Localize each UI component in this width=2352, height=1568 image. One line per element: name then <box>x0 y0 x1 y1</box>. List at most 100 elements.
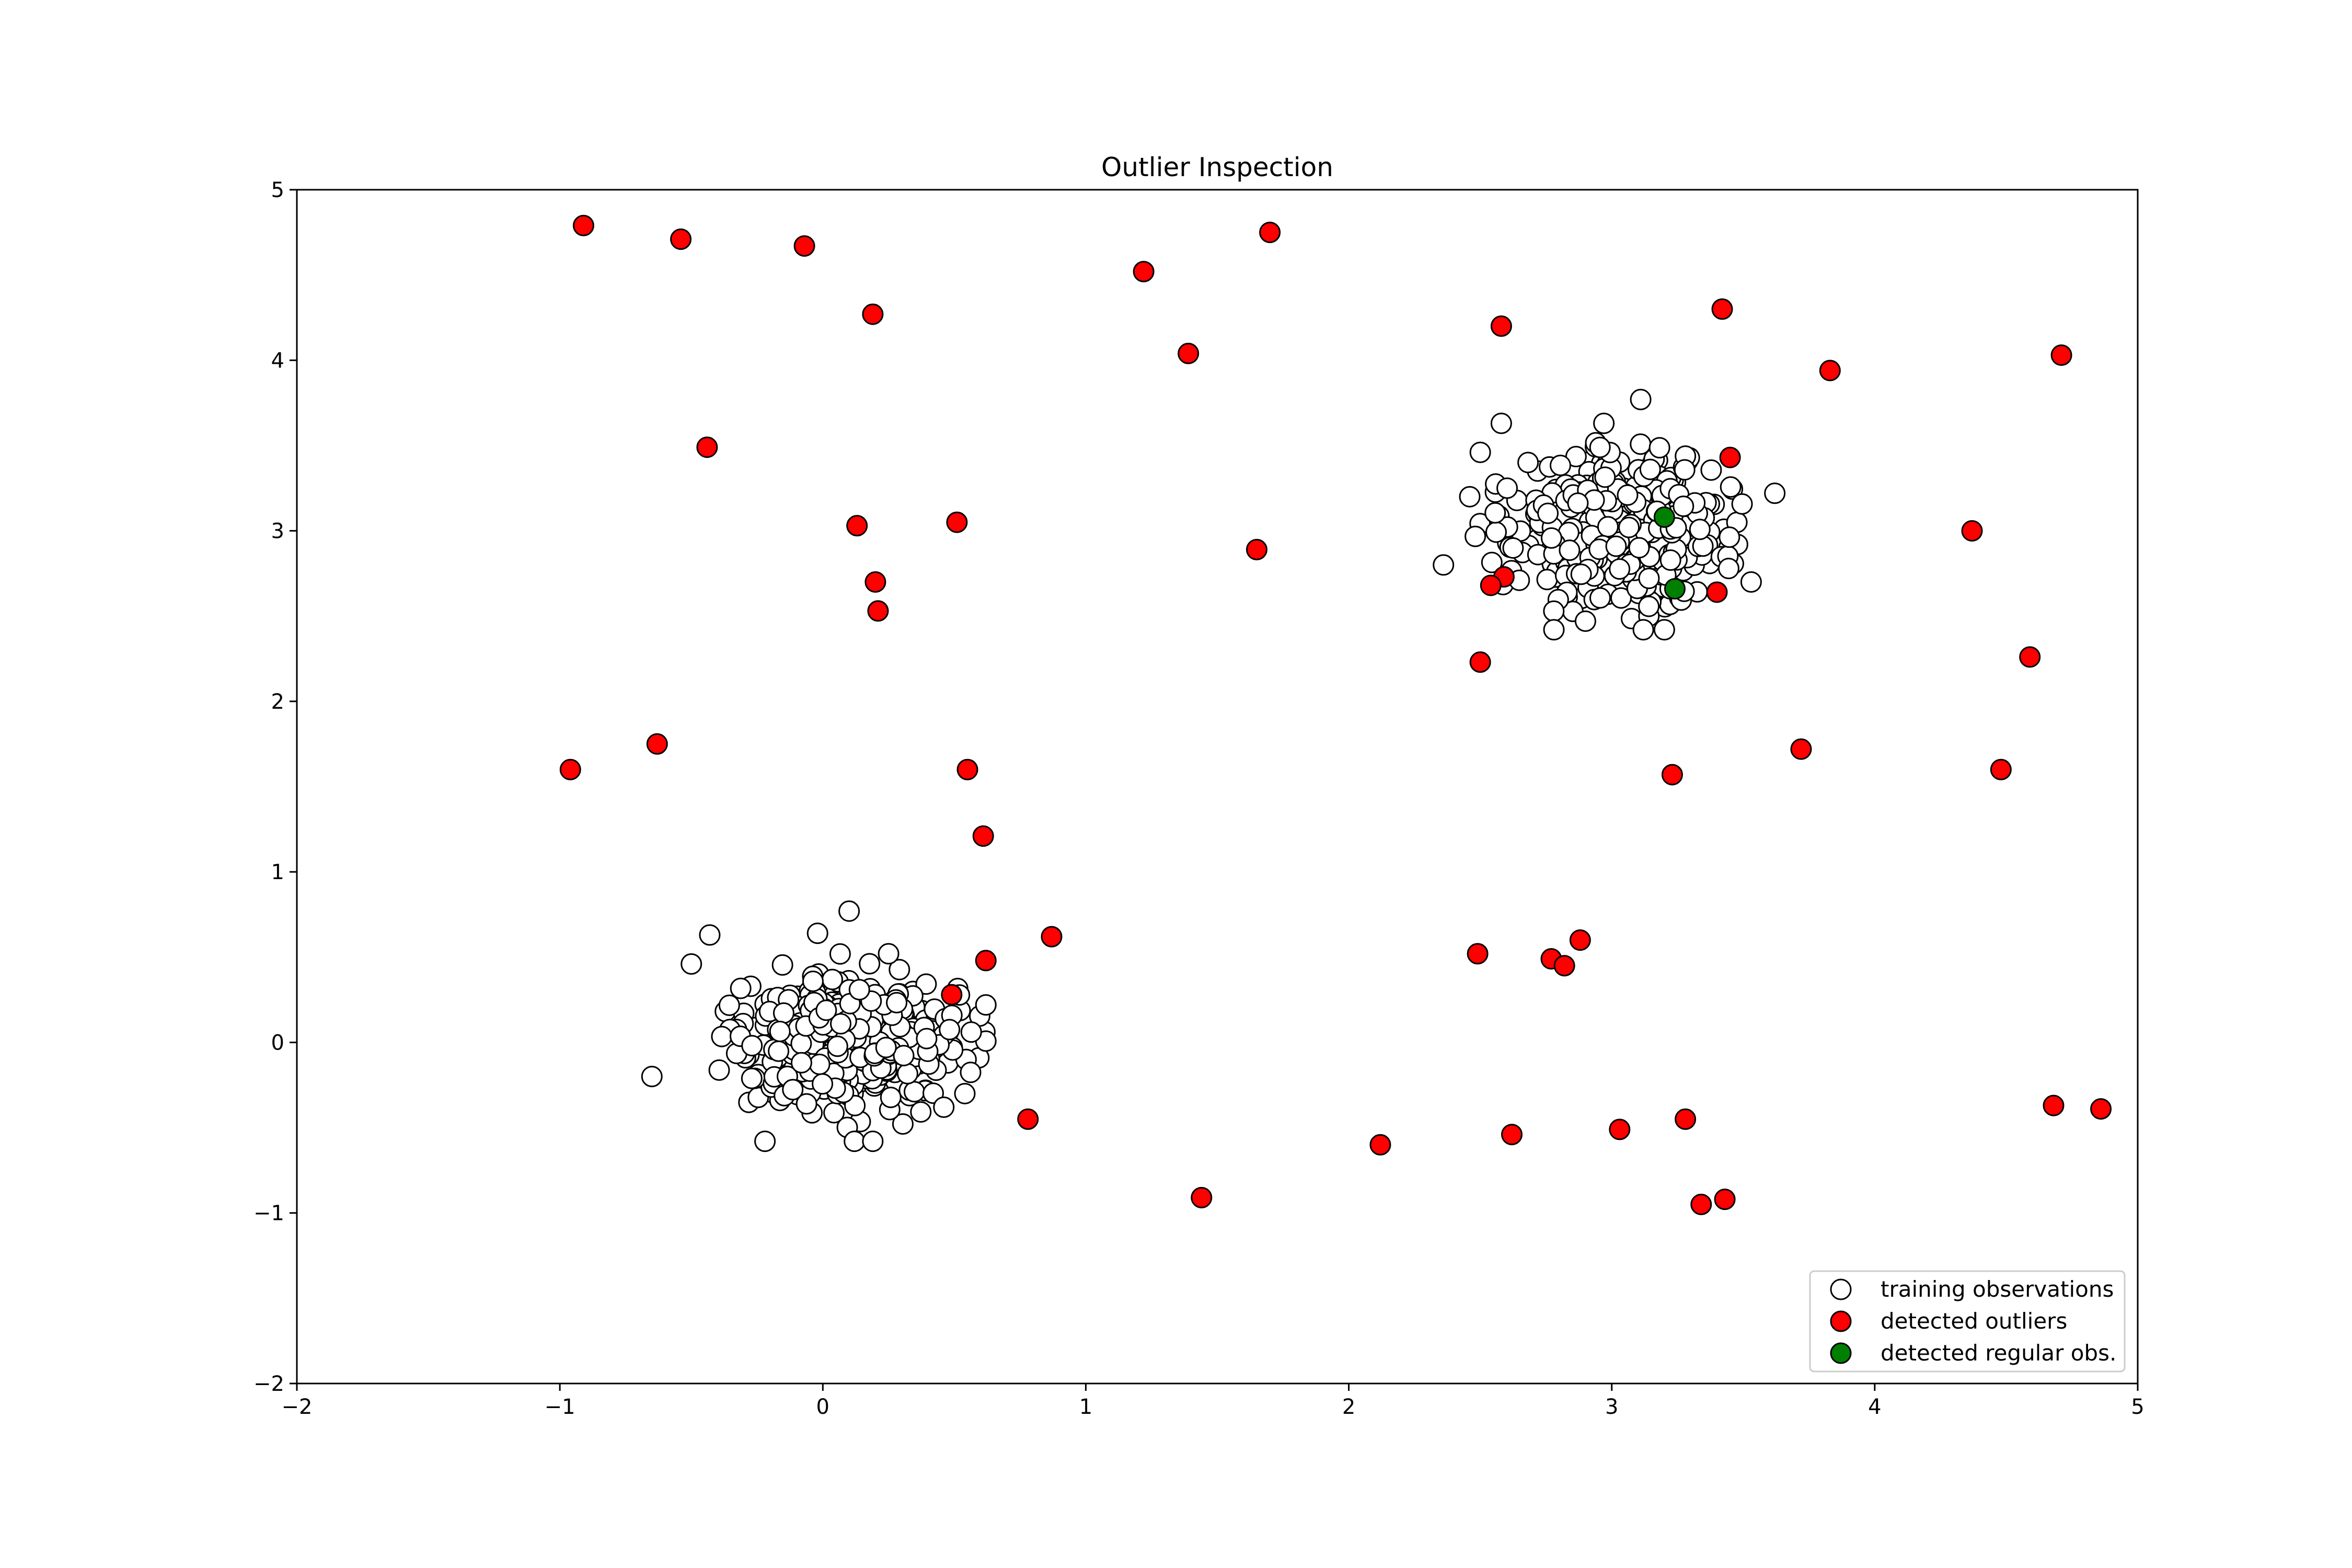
training-point <box>1570 563 1592 585</box>
regular-points-layer <box>1653 506 1686 600</box>
x-tick-label: 4 <box>1868 1395 1881 1419</box>
outlier-point <box>1819 360 1841 382</box>
outlier-point <box>2019 646 2041 668</box>
training-point <box>954 1082 976 1104</box>
training-point <box>1537 502 1559 524</box>
training-point <box>915 973 937 995</box>
plot-area <box>559 215 2112 1215</box>
x-tick-label: 1 <box>1079 1395 1092 1419</box>
training-point <box>1543 600 1565 622</box>
training-point <box>862 1131 884 1152</box>
training-point <box>1469 441 1491 463</box>
training-point <box>1594 466 1616 488</box>
training-point <box>1540 527 1562 549</box>
training-point <box>790 1033 812 1055</box>
outlier-point <box>1711 298 1733 320</box>
y-tick-label: 1 <box>271 860 284 884</box>
outlier-point <box>1706 581 1728 603</box>
x-tick-label: −1 <box>545 1395 575 1419</box>
outlier-point <box>1714 1189 1736 1210</box>
training-point <box>1630 388 1652 410</box>
training-point <box>844 1131 866 1152</box>
outlier-point <box>1133 261 1155 283</box>
training-point <box>768 1040 790 1062</box>
training-points-layer <box>641 388 1786 1152</box>
training-point <box>1496 477 1518 499</box>
training-point <box>1673 495 1694 517</box>
outlier-point <box>1569 929 1591 951</box>
training-point <box>681 953 702 975</box>
training-point <box>1720 476 1742 498</box>
training-point <box>1740 571 1762 593</box>
training-point <box>960 1062 982 1083</box>
training-point <box>1543 619 1565 641</box>
outlier-point <box>1017 1108 1039 1130</box>
training-point <box>1610 587 1632 609</box>
training-point <box>1719 526 1740 548</box>
training-point <box>782 1079 804 1101</box>
legend-marker-outliers <box>1830 1310 1852 1332</box>
training-point <box>812 1073 834 1095</box>
outlier-point <box>1178 342 1200 364</box>
y-tick-label: 3 <box>271 520 284 544</box>
outlier-point <box>1661 764 1683 786</box>
outlier-point <box>946 511 968 533</box>
legend-marker-regular <box>1830 1342 1852 1364</box>
training-point <box>975 994 997 1016</box>
y-axis: −2 −1 0 1 2 3 4 5 <box>253 178 297 1396</box>
training-point <box>1567 492 1589 514</box>
training-point <box>1593 412 1615 434</box>
training-point <box>1574 610 1596 632</box>
outlier-points-layer <box>559 215 2112 1215</box>
training-point <box>886 991 908 1013</box>
training-point <box>1731 493 1753 515</box>
training-point <box>1638 568 1660 590</box>
training-point <box>795 1093 817 1115</box>
training-point <box>1628 537 1650 559</box>
training-point <box>903 1081 925 1103</box>
outlier-point <box>1690 1193 1712 1215</box>
training-point <box>806 923 828 944</box>
outlier-point <box>1961 520 1983 542</box>
x-tick-label: 5 <box>2131 1395 2144 1419</box>
training-point <box>1674 459 1696 481</box>
training-point <box>1632 619 1654 641</box>
training-point <box>1589 436 1611 458</box>
outlier-point <box>1191 1186 1213 1208</box>
training-point <box>960 1021 982 1043</box>
outlier-point <box>956 758 978 780</box>
training-point <box>754 1131 776 1152</box>
x-tick-label: 3 <box>1605 1395 1618 1419</box>
training-point <box>878 943 900 965</box>
x-axis: −2 −1 0 1 2 3 4 5 <box>282 1383 2145 1419</box>
outlier-point <box>1553 955 1575 977</box>
outlier-point <box>670 228 692 250</box>
y-tick-label: 5 <box>271 178 284 202</box>
y-tick-label: −2 <box>253 1372 284 1396</box>
x-tick-label: −2 <box>282 1395 313 1419</box>
training-point <box>741 1067 763 1089</box>
regular-point <box>1653 506 1675 528</box>
training-point <box>829 1013 851 1035</box>
outlier-point <box>1675 1108 1697 1130</box>
outlier-point <box>1469 651 1491 673</box>
training-point <box>1639 458 1661 480</box>
outlier-point <box>1990 758 2012 780</box>
training-point <box>1485 521 1507 543</box>
training-point <box>875 1036 897 1058</box>
training-point <box>1764 482 1786 504</box>
training-point <box>1618 516 1640 538</box>
outlier-point <box>941 984 963 1006</box>
training-point <box>708 1059 730 1081</box>
training-point <box>1653 619 1675 641</box>
training-point <box>790 1052 812 1074</box>
x-tick-label: 0 <box>816 1395 829 1419</box>
training-point <box>1502 537 1524 559</box>
outlier-point <box>696 436 718 458</box>
training-point <box>916 1028 938 1050</box>
outlier-point <box>1719 446 1741 468</box>
training-point <box>1589 587 1611 609</box>
training-point <box>730 977 752 999</box>
training-point <box>933 1096 955 1118</box>
legend-label-outliers: detected outliers <box>1881 1308 2067 1334</box>
